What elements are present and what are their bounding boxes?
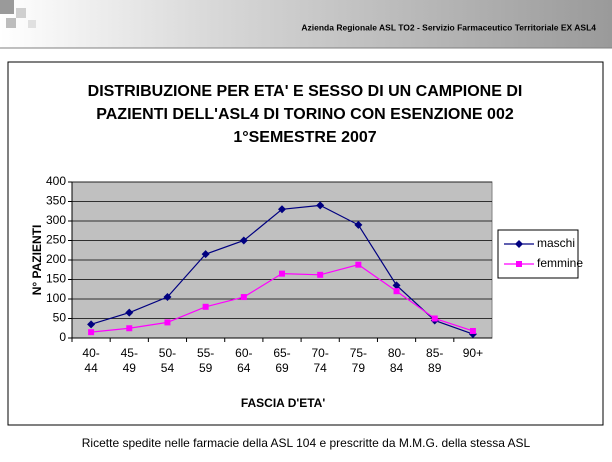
marker bbox=[164, 319, 171, 326]
y-tick-label: 150 bbox=[46, 272, 66, 286]
marker bbox=[392, 281, 401, 290]
marker bbox=[201, 250, 210, 259]
x-tick-label: 60-64 bbox=[235, 346, 253, 375]
legend-box bbox=[497, 229, 579, 279]
y-tick-label: 0 bbox=[59, 330, 66, 344]
marker bbox=[354, 220, 363, 229]
x-tick-label: 45-49 bbox=[120, 346, 138, 375]
y-tick-label: 350 bbox=[46, 194, 66, 208]
y-tick-label: 250 bbox=[46, 233, 66, 247]
x-tick-label: 55-59 bbox=[196, 346, 215, 375]
marker bbox=[163, 293, 172, 302]
marker bbox=[125, 308, 134, 317]
x-tick-label: 50-54 bbox=[158, 346, 177, 375]
x-tick-label: 40-44 bbox=[82, 346, 100, 375]
y-tick-label: 400 bbox=[46, 174, 66, 188]
decor bbox=[28, 20, 36, 28]
marker bbox=[516, 261, 522, 267]
marker bbox=[469, 327, 476, 334]
header-text: Azienda Regionale ASL TO2 - Servizio Far… bbox=[301, 22, 596, 32]
y-tick-label: 50 bbox=[53, 311, 67, 325]
marker bbox=[355, 261, 362, 268]
chart-title: 1°SEMESTRE 2007 bbox=[233, 129, 376, 146]
y-tick-label: 300 bbox=[46, 213, 66, 227]
marker bbox=[239, 236, 248, 245]
legend-label: maschi bbox=[537, 236, 575, 250]
x-tick-label: 90+ bbox=[462, 346, 484, 360]
marker bbox=[515, 240, 523, 248]
y-tick-label: 200 bbox=[46, 252, 66, 266]
marker bbox=[202, 303, 209, 310]
header-bar bbox=[0, 0, 612, 48]
decor bbox=[0, 0, 14, 14]
x-tick-label: 75-79 bbox=[349, 346, 368, 375]
x-tick-label: 70-74 bbox=[311, 346, 329, 375]
x-tick-label: 80-84 bbox=[387, 346, 406, 375]
marker bbox=[240, 294, 247, 301]
chart-title: DISTRIBUZIONE PER ETA' E SESSO DI UN CAM… bbox=[88, 83, 523, 100]
marker bbox=[87, 320, 96, 329]
marker bbox=[126, 325, 133, 332]
x-tick-label: 85-89 bbox=[426, 346, 444, 375]
decor bbox=[6, 18, 16, 28]
caption: Ricette spedite nelle farmacie della ASL… bbox=[82, 436, 531, 450]
x-axis-label: FASCIA D'ETA' bbox=[241, 396, 326, 410]
x-tick-label: 65-69 bbox=[273, 346, 291, 375]
marker bbox=[317, 271, 324, 278]
marker bbox=[278, 205, 286, 214]
legend-label: femmine bbox=[537, 256, 583, 270]
marker bbox=[88, 329, 95, 336]
marker bbox=[393, 288, 400, 295]
chart-title: PAZIENTI DELL'ASL4 DI TORINO CON ESENZIO… bbox=[96, 106, 514, 123]
y-axis-label: N° PAZIENTI bbox=[30, 225, 44, 296]
marker bbox=[431, 315, 438, 322]
decor bbox=[16, 8, 26, 18]
y-tick-label: 100 bbox=[46, 291, 66, 305]
marker bbox=[316, 201, 325, 210]
marker bbox=[279, 270, 285, 277]
